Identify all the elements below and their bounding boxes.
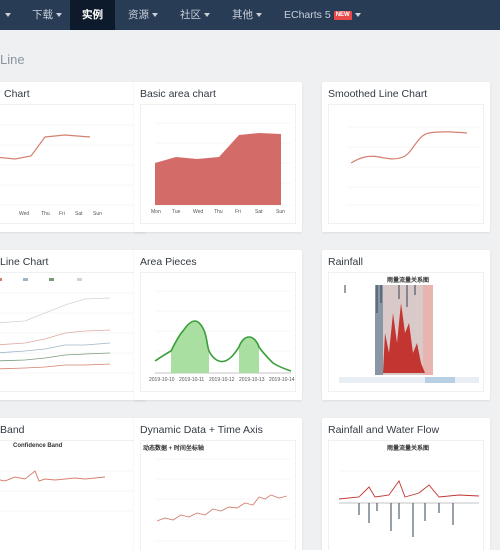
x-tick: 2019-10-12 bbox=[209, 377, 235, 383]
chart-title: 雨量流量关系图 bbox=[387, 446, 430, 452]
x-tick: Wed bbox=[193, 209, 204, 215]
x-tick: Thu bbox=[214, 209, 223, 215]
dynamic-data-preview bbox=[155, 458, 291, 542]
stacked-line-preview bbox=[0, 278, 135, 374]
chart-title: Confidence Band bbox=[13, 443, 63, 449]
rainfall-preview bbox=[339, 285, 479, 383]
x-tick: 2019-10-10 bbox=[149, 377, 175, 383]
x-tick: Sat bbox=[75, 211, 83, 217]
x-tick: Tue bbox=[172, 209, 181, 215]
nav-item-community-label: 社区 bbox=[180, 9, 201, 21]
nav-item-echarts5[interactable]: ECharts 5 NEW bbox=[284, 0, 361, 30]
thumbnail-rainfall-water-flow: 雨量流量关系图 bbox=[328, 440, 484, 550]
card-title: Area Pieces bbox=[140, 256, 197, 268]
chevron-down-icon bbox=[152, 13, 158, 18]
nav-item-examples[interactable]: 实例 bbox=[70, 0, 115, 30]
thumbnail-confidence-band: Confidence Band bbox=[0, 440, 140, 550]
chevron-down-icon bbox=[56, 13, 62, 18]
top-navbar: 下载 实例 资源 社区 其他 ECharts 5 NEW bbox=[0, 0, 500, 30]
chevron-down-icon bbox=[354, 13, 361, 18]
area-pieces-preview bbox=[154, 290, 292, 374]
nav-item-resources[interactable]: 资源 bbox=[128, 0, 158, 30]
chevron-down-icon bbox=[204, 13, 210, 18]
x-tick: Sat bbox=[255, 209, 263, 215]
card-title: Basic area chart bbox=[140, 88, 216, 100]
nav-item-other-label: 其他 bbox=[232, 9, 253, 21]
card-title: Rainfall and Water Flow bbox=[328, 424, 440, 436]
example-card-stacked-line[interactable]: Line Chart bbox=[0, 250, 146, 400]
thumbnail-area-pieces: 2019-10-10 2019-10-11 2019-10-12 2019-10… bbox=[140, 272, 296, 392]
card-title: Line Chart bbox=[0, 256, 49, 268]
example-card-dynamic-data[interactable]: Dynamic Data + Time Axis 动态数据 + 时间坐标轴 bbox=[134, 418, 302, 550]
thumbnail-smoothed-line bbox=[328, 104, 484, 224]
chevron-down-icon[interactable] bbox=[5, 13, 11, 17]
example-card-smoothed-line[interactable]: Smoothed Line Chart bbox=[322, 82, 490, 232]
nav-item-other[interactable]: 其他 bbox=[232, 0, 262, 30]
nav-item-resources-label: 资源 bbox=[128, 9, 149, 21]
nav-item-community[interactable]: 社区 bbox=[180, 0, 210, 30]
x-tick: Sun bbox=[93, 211, 102, 217]
card-title: Chart bbox=[4, 88, 30, 100]
thumbnail-basic-area: Mon Tue Wed Thu Fri Sat Sun bbox=[140, 104, 296, 224]
example-card-rainfall-water-flow[interactable]: Rainfall and Water Flow 雨量流量关系图 bbox=[322, 418, 490, 550]
area-chart-preview bbox=[155, 122, 291, 206]
example-card-area-pieces[interactable]: Area Pieces 2019-10-10 2019-10-11 2019-1… bbox=[134, 250, 302, 400]
nav-item-download-label: 下载 bbox=[32, 9, 53, 21]
card-title: Band bbox=[0, 424, 25, 436]
thumbnail-stacked-line bbox=[0, 272, 140, 392]
chevron-down-icon bbox=[256, 13, 262, 18]
example-card-basic-area[interactable]: Basic area chart Mon Tue Wed Thu Fri Sat… bbox=[134, 82, 302, 232]
example-card-rainfall[interactable]: Rainfall 雨量流量关系图 bbox=[322, 250, 490, 400]
example-card-confidence-band[interactable]: Band Confidence Band bbox=[0, 418, 146, 550]
rainfall-water-flow-preview bbox=[338, 470, 480, 537]
confidence-band-preview bbox=[0, 470, 135, 512]
chart-title: 动态数据 + 时间坐标轴 bbox=[143, 446, 204, 452]
nav-item-download[interactable]: 下载 bbox=[32, 0, 62, 30]
x-tick: Fri bbox=[59, 211, 65, 217]
thumbnail-dynamic-data: 动态数据 + 时间坐标轴 bbox=[140, 440, 296, 550]
nav-item-echarts5-label: ECharts 5 bbox=[284, 9, 331, 21]
thumbnail-line-chart: Wed Thu Fri Sat Sun bbox=[0, 104, 140, 224]
thumbnail-rainfall: 雨量流量关系图 bbox=[328, 272, 484, 392]
section-title: Line bbox=[0, 52, 25, 67]
x-tick: Fri bbox=[235, 209, 241, 215]
card-title: Smoothed Line Chart bbox=[328, 88, 428, 100]
x-tick: Wed bbox=[19, 211, 30, 217]
x-tick: 2019-10-14 bbox=[269, 377, 295, 383]
card-title: Dynamic Data + Time Axis bbox=[140, 424, 263, 436]
chart-title: 雨量流量关系图 bbox=[387, 278, 430, 284]
new-badge: NEW bbox=[333, 10, 352, 20]
x-tick: Mon bbox=[151, 209, 161, 215]
x-tick: 2019-10-11 bbox=[179, 377, 205, 383]
example-card-line-chart[interactable]: Chart Wed Thu Fri Sat Sun bbox=[0, 82, 146, 232]
x-tick: Thu bbox=[41, 211, 50, 217]
card-title: Rainfall bbox=[328, 256, 364, 268]
nav-item-examples-label: 实例 bbox=[82, 9, 103, 21]
line-chart-preview bbox=[0, 124, 135, 206]
smoothed-line-preview bbox=[347, 126, 479, 206]
x-tick: Sun bbox=[276, 209, 285, 215]
x-tick: 2019-10-13 bbox=[239, 377, 265, 383]
